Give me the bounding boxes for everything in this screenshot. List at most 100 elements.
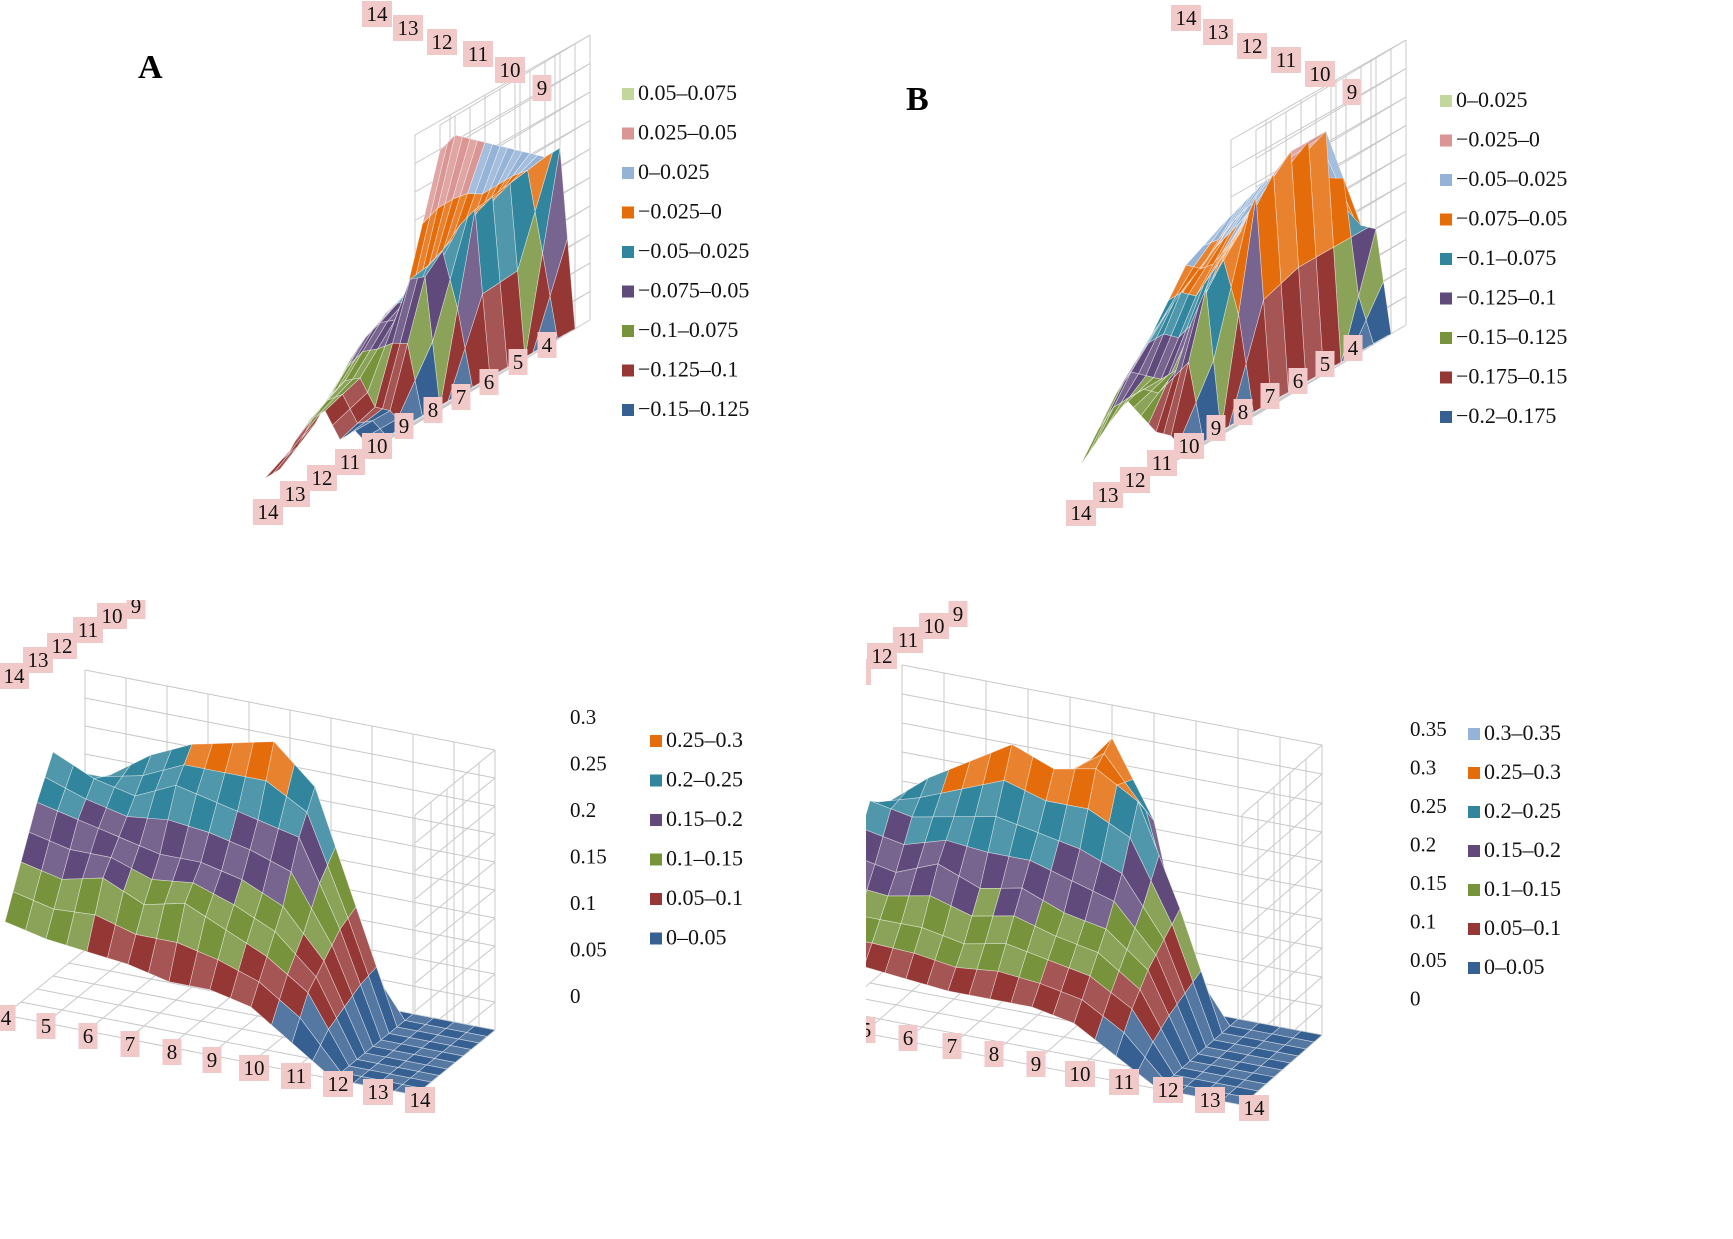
legend-entry: −0.1–0.075: [1440, 245, 1556, 270]
legend-entry: −0.025–0: [622, 199, 722, 224]
legend-label: 0–0.05: [666, 925, 727, 950]
legend-swatch: [1468, 884, 1480, 896]
x-tick-label: 11: [1109, 1069, 1139, 1095]
tick-label-text: 14: [258, 500, 280, 524]
z-tick-label: 0.2: [1410, 833, 1436, 857]
x-tick-label: 14: [1239, 1095, 1269, 1121]
tick-label-text: 9: [953, 602, 964, 626]
tick-label-bg: [1288, 368, 1308, 394]
tick-label-bg: [362, 433, 392, 459]
gridline: [1241, 744, 1323, 816]
legend-entry: −0.05–0.025: [1440, 166, 1567, 191]
legend-label: 0.05–0.1: [666, 885, 743, 910]
legend-label: 0.1–0.15: [666, 846, 743, 871]
legend-swatch: [650, 853, 662, 866]
legend-swatch: [622, 206, 634, 219]
tick-label-bg: [532, 75, 552, 101]
gridline: [414, 889, 496, 956]
tick-label-bg: [1153, 1077, 1183, 1103]
legend: 0.25–0.3 0.2–0.25 0.15–0.2 0.1–0.15 0.05–0.1…: [650, 727, 743, 950]
x-tick-label: 12: [323, 1071, 353, 1097]
tick-label-text: 8: [167, 1040, 178, 1064]
tick-label-bg: [1305, 61, 1335, 87]
y-tick-label: 11: [893, 627, 923, 653]
tick-label-text: 8: [428, 398, 439, 422]
tick-label-text: 14: [1071, 501, 1093, 525]
y-tick-label: 10: [495, 57, 525, 83]
x-tick-label: 9: [202, 1047, 222, 1073]
legend: 0.05–0.075 0.025–0.05 0–0.025 −0.025–0 −0.05…: [622, 80, 749, 421]
z-tick-label: 0.2: [570, 798, 596, 822]
tick-label-bg: [120, 1031, 140, 1057]
tick-label-bg: [362, 1, 392, 27]
tick-label-text: 7: [1265, 384, 1276, 408]
tick-label-bg: [36, 1013, 56, 1039]
surface-mesh: [866, 737, 1323, 1106]
y-tick-label: 10: [97, 603, 127, 629]
y-tick-label: 9: [532, 75, 552, 101]
legend-entry: −0.125–0.1: [622, 357, 738, 382]
legend-label: 0–0.05: [1484, 954, 1545, 979]
legend: 0.3–0.35 0.25–0.3 0.2–0.25 0.15–0.2 0.1–0.15…: [1468, 720, 1561, 979]
tick-label-text: 5: [513, 350, 524, 374]
legend-swatch: [1440, 134, 1452, 147]
gridline: [4, 949, 86, 1016]
tick-label-bg: [1147, 450, 1177, 476]
legend-swatch: [650, 893, 662, 905]
x-tick-label: 6: [479, 369, 499, 395]
tick-label-text: 12: [1158, 1078, 1179, 1102]
tick-label-bg: [253, 499, 283, 525]
tick-label-bg: [1237, 33, 1267, 59]
tick-label-text: 4: [1, 1006, 12, 1030]
legend-label: 0.15–0.2: [666, 806, 743, 831]
tick-label-text: 7: [125, 1032, 136, 1056]
tick-label-bg: [1093, 482, 1123, 508]
chart-d-svg: 4567891011121314910111213140.350.30.250.…: [866, 601, 1561, 1121]
chart-panel-b: 4 5 6 7 8 9 10 11 12 13 14 9 10 11 12 13 14 B 0–0.025 −0.02…: [866, 0, 1733, 600]
tick-label-bg: [1109, 1069, 1139, 1095]
tick-label-text: 7: [947, 1034, 958, 1058]
z-tick-label: 0.25: [1410, 794, 1447, 818]
tick-label-text: 11: [286, 1064, 306, 1088]
tick-label-bg: [1260, 383, 1280, 409]
tick-label-text: 4: [1348, 336, 1359, 360]
x-tick-label: 9: [1026, 1051, 1046, 1077]
tick-label-text: 9: [207, 1048, 218, 1072]
x-tick-label: 12: [1153, 1077, 1183, 1103]
chart-panel-a: 4 5 6 7 8 9 10 11 12 13 14 9 10 11 12 13 14 A 0.05–0.075 0.…: [0, 0, 866, 600]
legend-entry: −0.15–0.125: [1440, 324, 1567, 349]
legend-swatch: [650, 932, 662, 945]
legend-swatch: [622, 404, 634, 416]
panel-letter: A: [138, 49, 163, 86]
x-tick-label: 13: [1195, 1087, 1225, 1113]
x-tick-label: 5: [1315, 351, 1335, 377]
legend-entry: −0.075–0.05: [1440, 206, 1567, 231]
y-tick-label: 11: [1271, 47, 1301, 73]
z-tick-label: 0.1: [1410, 910, 1436, 934]
surface-plot: 4567891011121314910111213140.350.30.250.…: [866, 601, 1561, 1121]
y-tick-label: 14: [1171, 5, 1201, 31]
chart-panel-c: 4 5 6 7 8 9 10 11 12 13 14 9 10 11 12 13 14 0.3 0.25 0.2 0.1…: [0, 600, 866, 1239]
legend-swatch: [1440, 174, 1452, 186]
tick-label-bg: [1174, 433, 1204, 459]
legend-swatch: [622, 167, 634, 179]
legend-entry: 0.3–0.35: [1468, 720, 1561, 745]
legend-label: 0.1–0.15: [1484, 876, 1561, 901]
tick-label-bg: [394, 413, 414, 439]
tick-label-bg: [1342, 79, 1362, 105]
y-tick-label: 12: [1237, 33, 1267, 59]
x-tick-label: 14: [253, 499, 283, 525]
legend-label: 0.2–0.25: [666, 767, 743, 792]
tick-label-text: 10: [244, 1056, 265, 1080]
gridline: [414, 945, 496, 1012]
legend-entry: −0.1–0.075: [622, 317, 738, 342]
tick-label-text: 11: [898, 628, 918, 652]
tick-label-text: 5: [1320, 352, 1331, 376]
surface-mesh: [4, 740, 496, 1096]
tick-label-text: 9: [1347, 80, 1358, 104]
x-tick-label: 11: [281, 1063, 311, 1089]
legend-swatch: [622, 246, 634, 258]
x-tick-label: 14: [1066, 500, 1096, 526]
y-tick-label: 14: [0, 663, 29, 689]
tick-label-bg: [1065, 1061, 1095, 1087]
